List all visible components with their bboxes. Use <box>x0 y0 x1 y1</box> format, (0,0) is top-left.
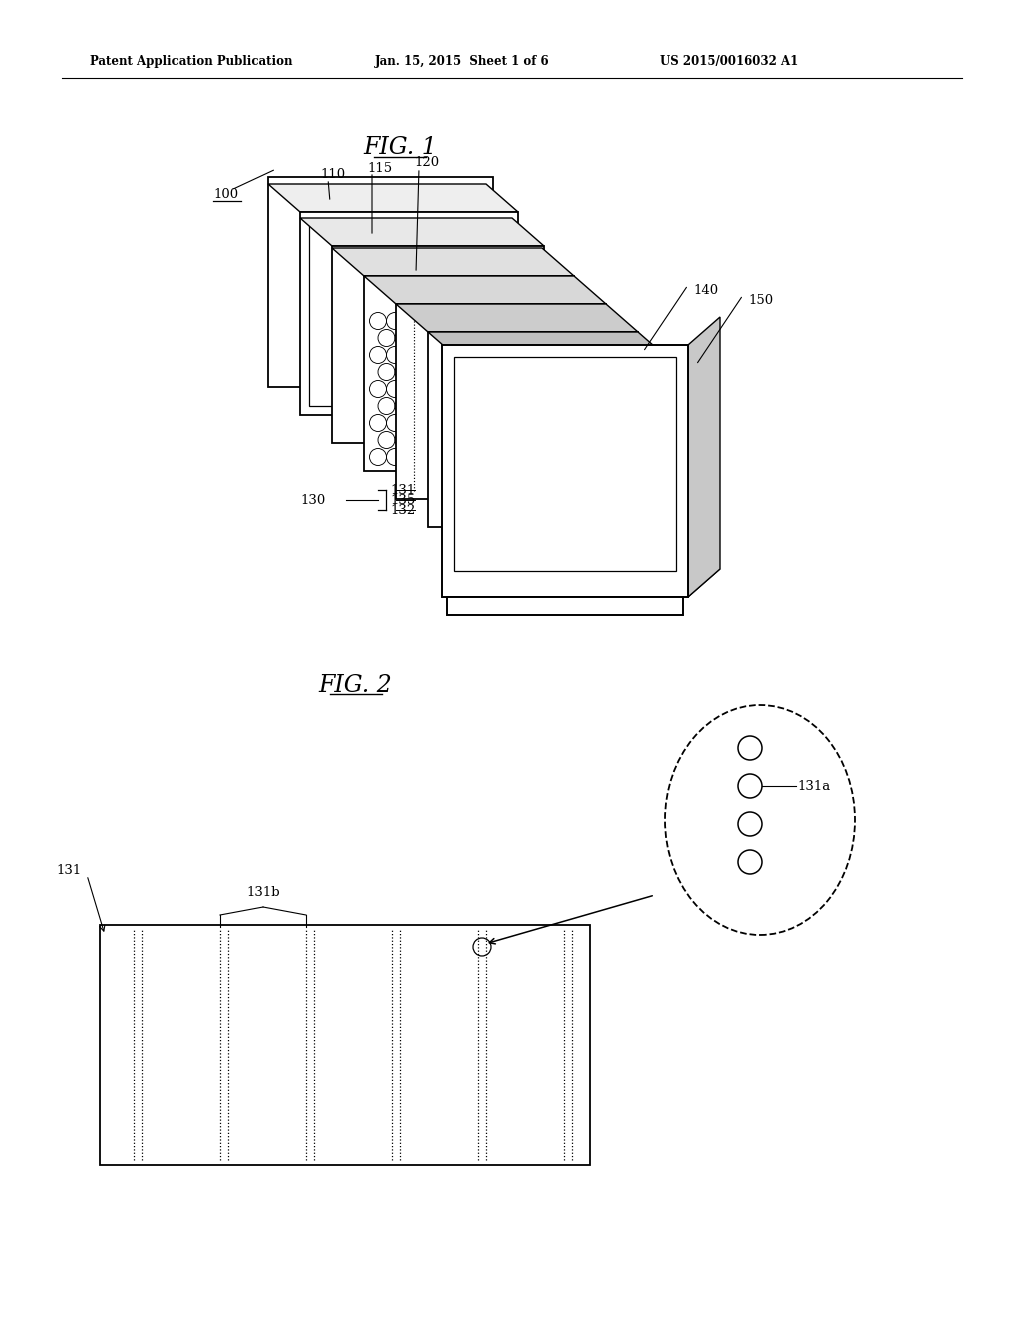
Polygon shape <box>447 597 683 615</box>
Polygon shape <box>396 304 638 333</box>
Text: 100: 100 <box>213 189 239 202</box>
Text: US 2015/0016032 A1: US 2015/0016032 A1 <box>660 55 799 69</box>
Text: Jan. 15, 2015  Sheet 1 of 6: Jan. 15, 2015 Sheet 1 of 6 <box>375 55 550 69</box>
Polygon shape <box>396 304 606 499</box>
Polygon shape <box>364 276 574 471</box>
Text: 131: 131 <box>390 483 416 496</box>
Text: 120: 120 <box>414 157 439 169</box>
Polygon shape <box>268 183 518 213</box>
Text: 150: 150 <box>748 293 773 306</box>
Polygon shape <box>268 177 493 387</box>
Polygon shape <box>300 213 518 414</box>
Text: 132: 132 <box>390 503 416 516</box>
Ellipse shape <box>665 705 855 935</box>
Text: 130: 130 <box>301 494 326 507</box>
Text: 131: 131 <box>56 863 82 876</box>
Text: 131a: 131a <box>797 780 830 792</box>
Polygon shape <box>442 345 688 597</box>
Polygon shape <box>332 248 574 276</box>
Text: 110: 110 <box>319 169 345 181</box>
Text: 115: 115 <box>367 161 392 174</box>
Text: 135: 135 <box>390 494 416 507</box>
Text: FIG. 1: FIG. 1 <box>364 136 437 160</box>
Text: FIG. 2: FIG. 2 <box>318 673 392 697</box>
Polygon shape <box>688 317 720 597</box>
Polygon shape <box>442 569 720 597</box>
Polygon shape <box>364 276 606 304</box>
Polygon shape <box>332 246 544 444</box>
Polygon shape <box>300 218 544 246</box>
Polygon shape <box>454 356 676 572</box>
Text: 131b: 131b <box>246 887 280 899</box>
Text: Patent Application Publication: Patent Application Publication <box>90 55 293 69</box>
Text: 140: 140 <box>693 284 718 297</box>
Polygon shape <box>428 333 638 527</box>
Bar <box>100 925 590 1166</box>
Polygon shape <box>428 333 670 360</box>
